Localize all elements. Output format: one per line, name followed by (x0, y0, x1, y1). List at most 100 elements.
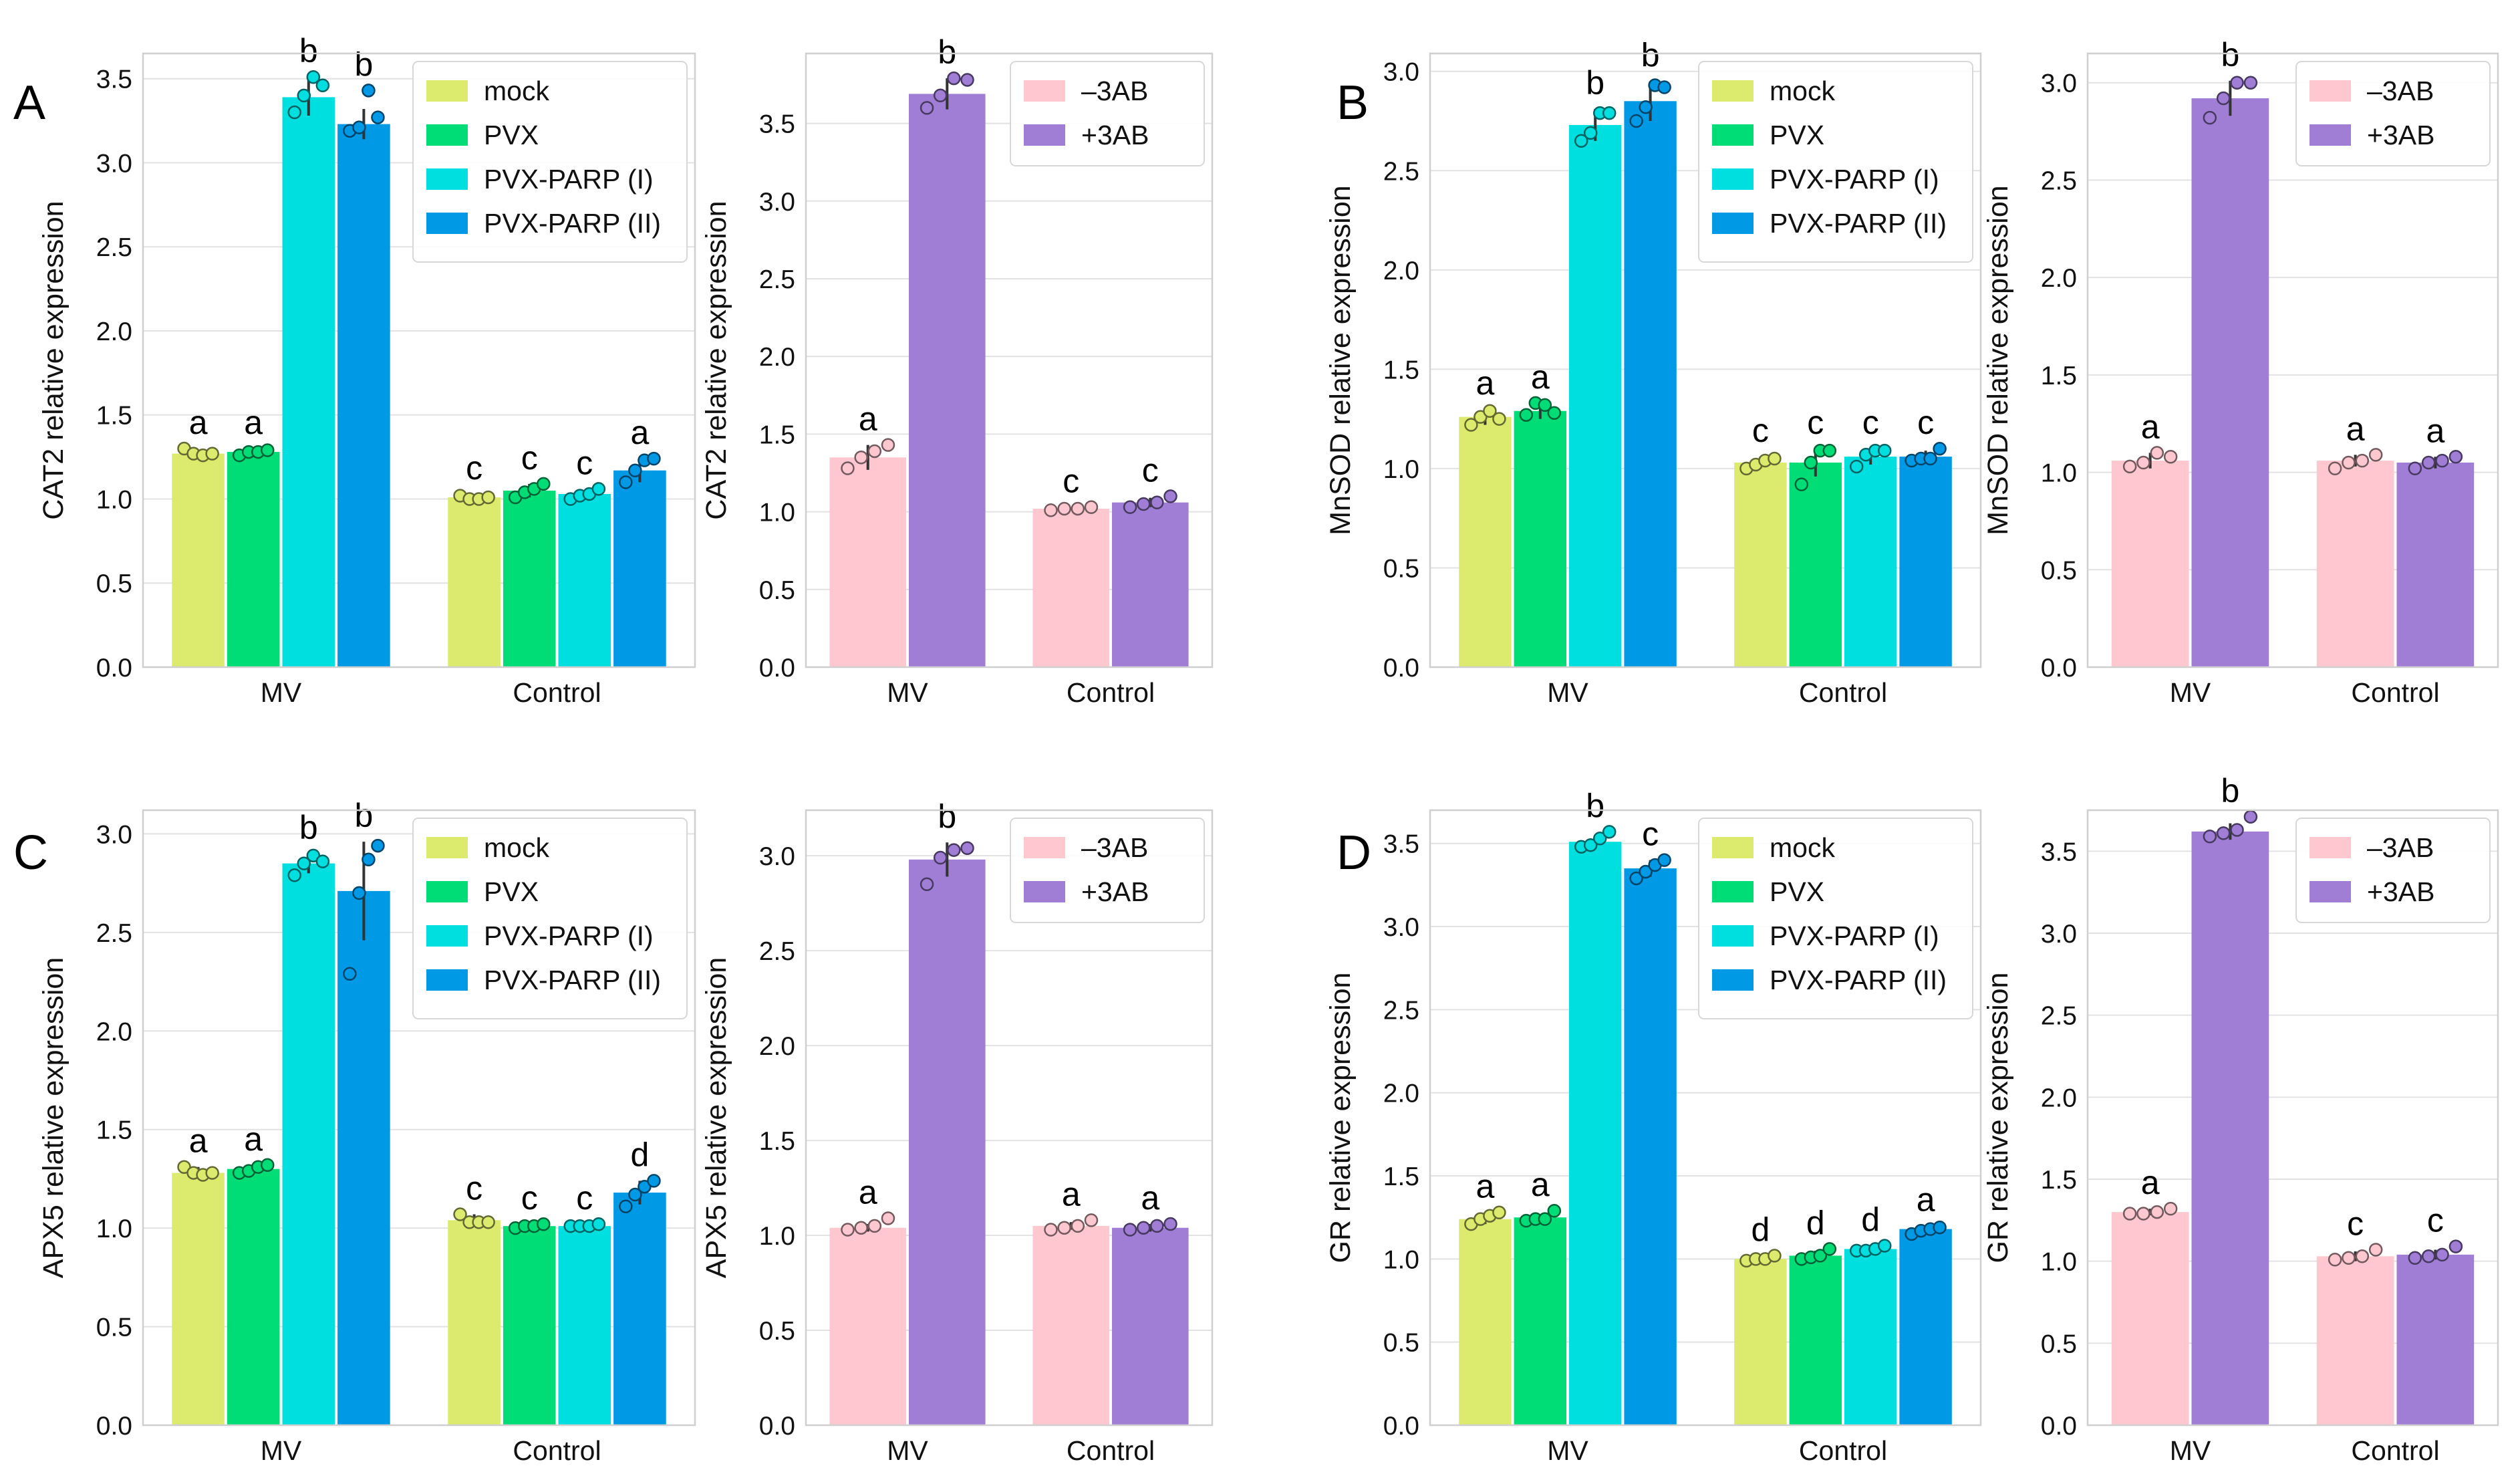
legend-swatch (1712, 881, 1754, 902)
data-point (647, 1174, 661, 1188)
data-point (1150, 1219, 1164, 1233)
legend-swatch (2309, 837, 2351, 858)
data-point (1629, 871, 1643, 886)
y-tick-label: 3.5 (1383, 830, 1419, 859)
significance-letter: b (2221, 772, 2239, 810)
data-point (2163, 1201, 2178, 1216)
x-tick-label: MV (261, 677, 302, 708)
legend-box (412, 818, 688, 1019)
y-tick-label: 1.0 (759, 499, 795, 527)
y-tick-label: 0.0 (1383, 1412, 1419, 1441)
data-point (352, 886, 366, 900)
data-point (1057, 501, 1071, 516)
bar-pvx-parp-i- (558, 1226, 611, 1425)
significance-letter: d (1751, 1211, 1770, 1248)
data-point (1538, 1212, 1552, 1226)
legend-swatch (1024, 124, 1065, 146)
significance-letter: a (189, 1122, 208, 1160)
chart-panel-2: 0.0 0.5 1.0 1.5 2.0 2.5 3.0 3.5 CAT2 relative ex… (700, 33, 1214, 708)
y-tick-label: 1.0 (96, 485, 132, 514)
legend-label: –3AB (1081, 76, 1148, 106)
legend-swatch (1712, 168, 1754, 190)
data-point (362, 84, 376, 98)
data-point (453, 1207, 467, 1221)
y-tick-label: 0.0 (2041, 1412, 2077, 1441)
legend-label: mock (484, 832, 549, 863)
data-point (1639, 100, 1653, 114)
legend-swatch (1712, 124, 1754, 146)
bar--3ab (2111, 1212, 2189, 1425)
bar-mock (1459, 1219, 1512, 1425)
significance-letter: b (299, 809, 318, 846)
legend-label: PVX (484, 120, 539, 150)
significance-letter: a (2141, 1164, 2160, 1201)
data-point (1150, 495, 1164, 509)
significance-letter: a (1917, 1181, 1935, 1219)
x-tick-label: MV (887, 1435, 928, 1466)
y-tick-label: 0.0 (759, 1412, 795, 1441)
legend-swatch (426, 168, 468, 190)
legend-swatch (1712, 213, 1754, 234)
significance-letter: a (2346, 410, 2365, 447)
y-axis-label: GR relative expression (1324, 973, 1357, 1263)
plot-frame (1429, 809, 1982, 1427)
data-point (371, 838, 385, 853)
data-point (1768, 1249, 1782, 1263)
data-point (352, 120, 366, 134)
data-point (2150, 1205, 2164, 1219)
data-point (287, 105, 301, 120)
data-point (2355, 1249, 2370, 1263)
data-point (947, 71, 961, 86)
significance-letter: c (466, 1169, 482, 1207)
y-tick-label: 1.5 (1383, 356, 1419, 384)
y-tick-label: 1.0 (1383, 455, 1419, 484)
legend-label: PVX (1770, 120, 1824, 150)
y-tick-label: 0.5 (759, 576, 795, 605)
significance-letter: c (576, 444, 593, 481)
panel-letter: B (1337, 76, 1369, 130)
legend-swatch (1712, 925, 1754, 947)
data-point (920, 877, 934, 891)
legend-label: PVX-PARP (II) (484, 208, 661, 239)
data-point (2368, 1243, 2383, 1257)
data-point (2421, 455, 2436, 470)
bar--3ab (2191, 98, 2269, 667)
significance-letter: a (244, 1120, 263, 1158)
significance-letter: c (1642, 816, 1659, 853)
significance-letter: b (1586, 64, 1604, 102)
y-tick-label: 3.0 (96, 820, 132, 849)
significance-letter: b (1641, 37, 1660, 74)
data-point (1547, 406, 1562, 420)
data-point (1583, 126, 1598, 140)
legend: mock PVX PVX-PARP (I) PVX-PARP (II) (1698, 61, 1973, 263)
y-tick-label: 3.0 (2041, 920, 2077, 949)
panel-letter: A (13, 76, 45, 130)
significance-letter: b (354, 797, 373, 834)
significance-letter: c (521, 439, 538, 477)
data-point (1084, 500, 1099, 514)
y-tick-label: 1.0 (96, 1215, 132, 1243)
data-point (2448, 1239, 2463, 1253)
bar-pvx (227, 452, 280, 667)
data-point (205, 1166, 219, 1180)
significance-letter: c (1807, 404, 1824, 441)
y-tick-label: 2.0 (96, 1017, 132, 1046)
x-tick-label: MV (2170, 1435, 2211, 1466)
data-point (315, 78, 330, 93)
data-point (1768, 451, 1782, 466)
data-point (481, 490, 495, 505)
legend-swatch (2309, 124, 2351, 146)
data-point (537, 1217, 551, 1231)
bar--3ab (2316, 1256, 2394, 1425)
y-tick-label: 2.5 (1383, 996, 1419, 1025)
legend: –3AB +3AB (1010, 818, 1205, 923)
data-point (933, 850, 948, 865)
y-axis-label: APX5 relative expression (700, 957, 732, 1278)
significance-letter: c (2347, 1205, 2364, 1242)
legend-label: –3AB (2367, 76, 2434, 106)
data-point (537, 477, 551, 491)
significance-letter: b (1586, 787, 1604, 824)
data-point (362, 852, 376, 866)
data-point (2203, 110, 2217, 125)
